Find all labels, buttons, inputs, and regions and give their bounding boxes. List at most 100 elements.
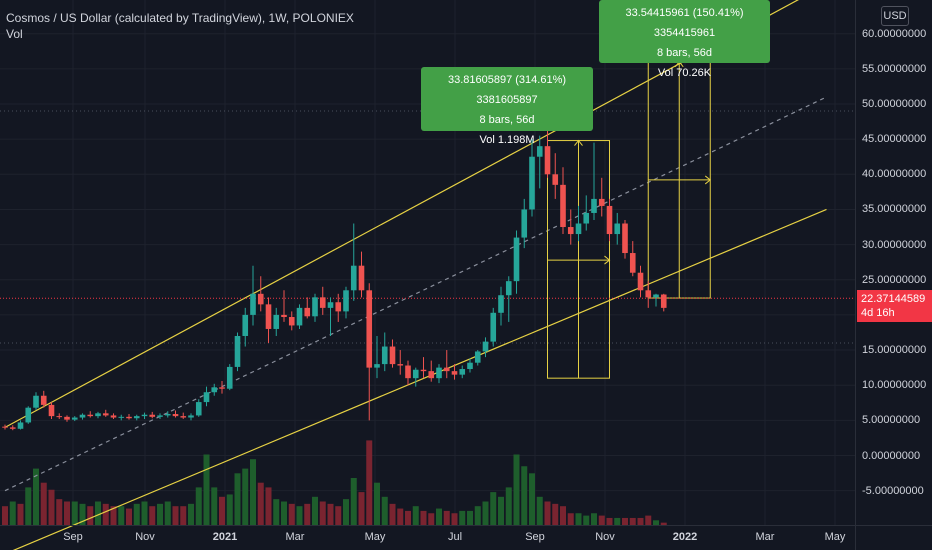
candle-body bbox=[420, 369, 427, 372]
volume-bar bbox=[304, 503, 311, 525]
candle-body bbox=[498, 295, 504, 313]
candle-body bbox=[660, 294, 667, 308]
candle-body bbox=[567, 227, 574, 235]
volume-bar bbox=[56, 499, 63, 525]
volume-bar bbox=[64, 501, 70, 525]
measure-box-2: 33.54415961 (150.41%) 3354415961 8 bars,… bbox=[599, 0, 770, 79]
volume-bar bbox=[312, 496, 318, 525]
price-axis-label: 25.00000000 bbox=[862, 273, 927, 286]
volume-bar bbox=[513, 454, 520, 525]
volume-bar bbox=[598, 515, 605, 525]
candle-body bbox=[33, 395, 39, 408]
time-axis-label: Mar bbox=[285, 531, 305, 543]
volume-bar bbox=[583, 515, 590, 525]
candle-body bbox=[157, 415, 163, 417]
volume-bar bbox=[389, 503, 396, 525]
price-axis-label: 15.00000000 bbox=[862, 344, 927, 357]
candle-body bbox=[381, 346, 388, 365]
volume-bar bbox=[343, 499, 349, 525]
chart-legend: Cosmos / US Dollar (calculated by Tradin… bbox=[6, 10, 354, 42]
projection-arrow bbox=[574, 139, 583, 146]
candle-body bbox=[436, 367, 442, 379]
candle-body bbox=[133, 416, 140, 419]
volume-bar bbox=[234, 473, 241, 525]
candle-body bbox=[296, 307, 303, 326]
currency-button[interactable]: USD bbox=[881, 6, 909, 26]
measure-box-1: 33.81605897 (314.61%) 3381605897 8 bars,… bbox=[421, 67, 593, 146]
volume-bar bbox=[622, 517, 628, 525]
volume-bar bbox=[490, 492, 497, 525]
candle-body bbox=[56, 416, 63, 418]
volume-bar bbox=[319, 501, 326, 525]
candle-body bbox=[560, 184, 566, 228]
candle-body bbox=[226, 366, 233, 389]
candle-body bbox=[126, 416, 132, 419]
price-axis-label: 0.00000000 bbox=[862, 449, 921, 462]
candle-body bbox=[513, 237, 520, 282]
candle-body bbox=[598, 198, 605, 206]
candle-body bbox=[428, 371, 435, 379]
volume-bar bbox=[436, 508, 442, 525]
volume-bar bbox=[381, 496, 388, 525]
candle-body bbox=[234, 335, 241, 367]
candle-body bbox=[180, 416, 187, 418]
volume-bar bbox=[110, 506, 117, 525]
time-axis-label: May bbox=[364, 531, 386, 543]
price-axis-label: 10.00000000 bbox=[862, 379, 927, 392]
candle-body bbox=[474, 351, 481, 363]
volume-bar bbox=[195, 487, 202, 525]
volume-bar bbox=[591, 513, 597, 525]
candle-body bbox=[629, 253, 636, 273]
measure-box-2-volume: Vol 70.26K bbox=[657, 67, 712, 79]
measure-box-1-bars: 8 bars, 56d bbox=[479, 114, 535, 126]
volume-bar bbox=[358, 492, 365, 525]
measure-box-1-change: 33.81605897 (314.61%) 3381605897 bbox=[447, 74, 567, 106]
candle-body bbox=[343, 290, 349, 312]
volume-bar bbox=[188, 503, 194, 525]
time-axis-label: Nov bbox=[595, 531, 615, 543]
volume-bar bbox=[265, 487, 272, 525]
volume-bar bbox=[118, 506, 125, 525]
volume-bar bbox=[71, 501, 78, 525]
volume-bar bbox=[250, 459, 256, 525]
candle-body bbox=[358, 265, 365, 291]
volume-bar bbox=[606, 517, 613, 525]
projection-arrow bbox=[704, 175, 712, 185]
volume-bar bbox=[544, 501, 551, 525]
volume-bar bbox=[629, 517, 636, 525]
volume-bar bbox=[9, 501, 16, 525]
candle-body bbox=[319, 297, 326, 308]
candle-body bbox=[327, 302, 334, 308]
volume-bar bbox=[552, 503, 559, 525]
volume-bar bbox=[474, 506, 481, 525]
volume-bar bbox=[335, 506, 342, 525]
measure-box-2-bars: 8 bars, 56d bbox=[656, 47, 713, 59]
candle-body bbox=[482, 341, 489, 352]
candle-body bbox=[195, 402, 202, 416]
candle-body bbox=[211, 387, 218, 393]
volume-bar bbox=[412, 506, 419, 525]
candle-body bbox=[203, 392, 210, 403]
price-axis-label: 35.00000000 bbox=[862, 203, 927, 216]
volume-bar bbox=[498, 496, 504, 525]
volume-bar bbox=[350, 478, 357, 525]
time-axis-label: Sep bbox=[525, 531, 545, 543]
candle-body bbox=[265, 304, 272, 329]
volume-bar bbox=[87, 506, 94, 525]
candle-body bbox=[397, 364, 404, 366]
time-axis-label: Mar bbox=[755, 531, 775, 543]
price-axis-label: -5.00000000 bbox=[862, 484, 924, 497]
candle-body bbox=[529, 156, 535, 210]
volume-bar bbox=[567, 513, 574, 525]
candle-body bbox=[172, 414, 179, 417]
candle-body bbox=[335, 302, 342, 312]
volume-bar bbox=[467, 510, 473, 525]
candle-body bbox=[374, 364, 380, 368]
time-axis-label: 2021 bbox=[212, 531, 238, 543]
candle-body bbox=[164, 414, 171, 416]
candle-body bbox=[149, 414, 156, 417]
candle-body bbox=[188, 415, 194, 418]
volume-bar bbox=[48, 489, 55, 525]
candle-body bbox=[219, 387, 225, 389]
candle-body bbox=[552, 174, 559, 185]
